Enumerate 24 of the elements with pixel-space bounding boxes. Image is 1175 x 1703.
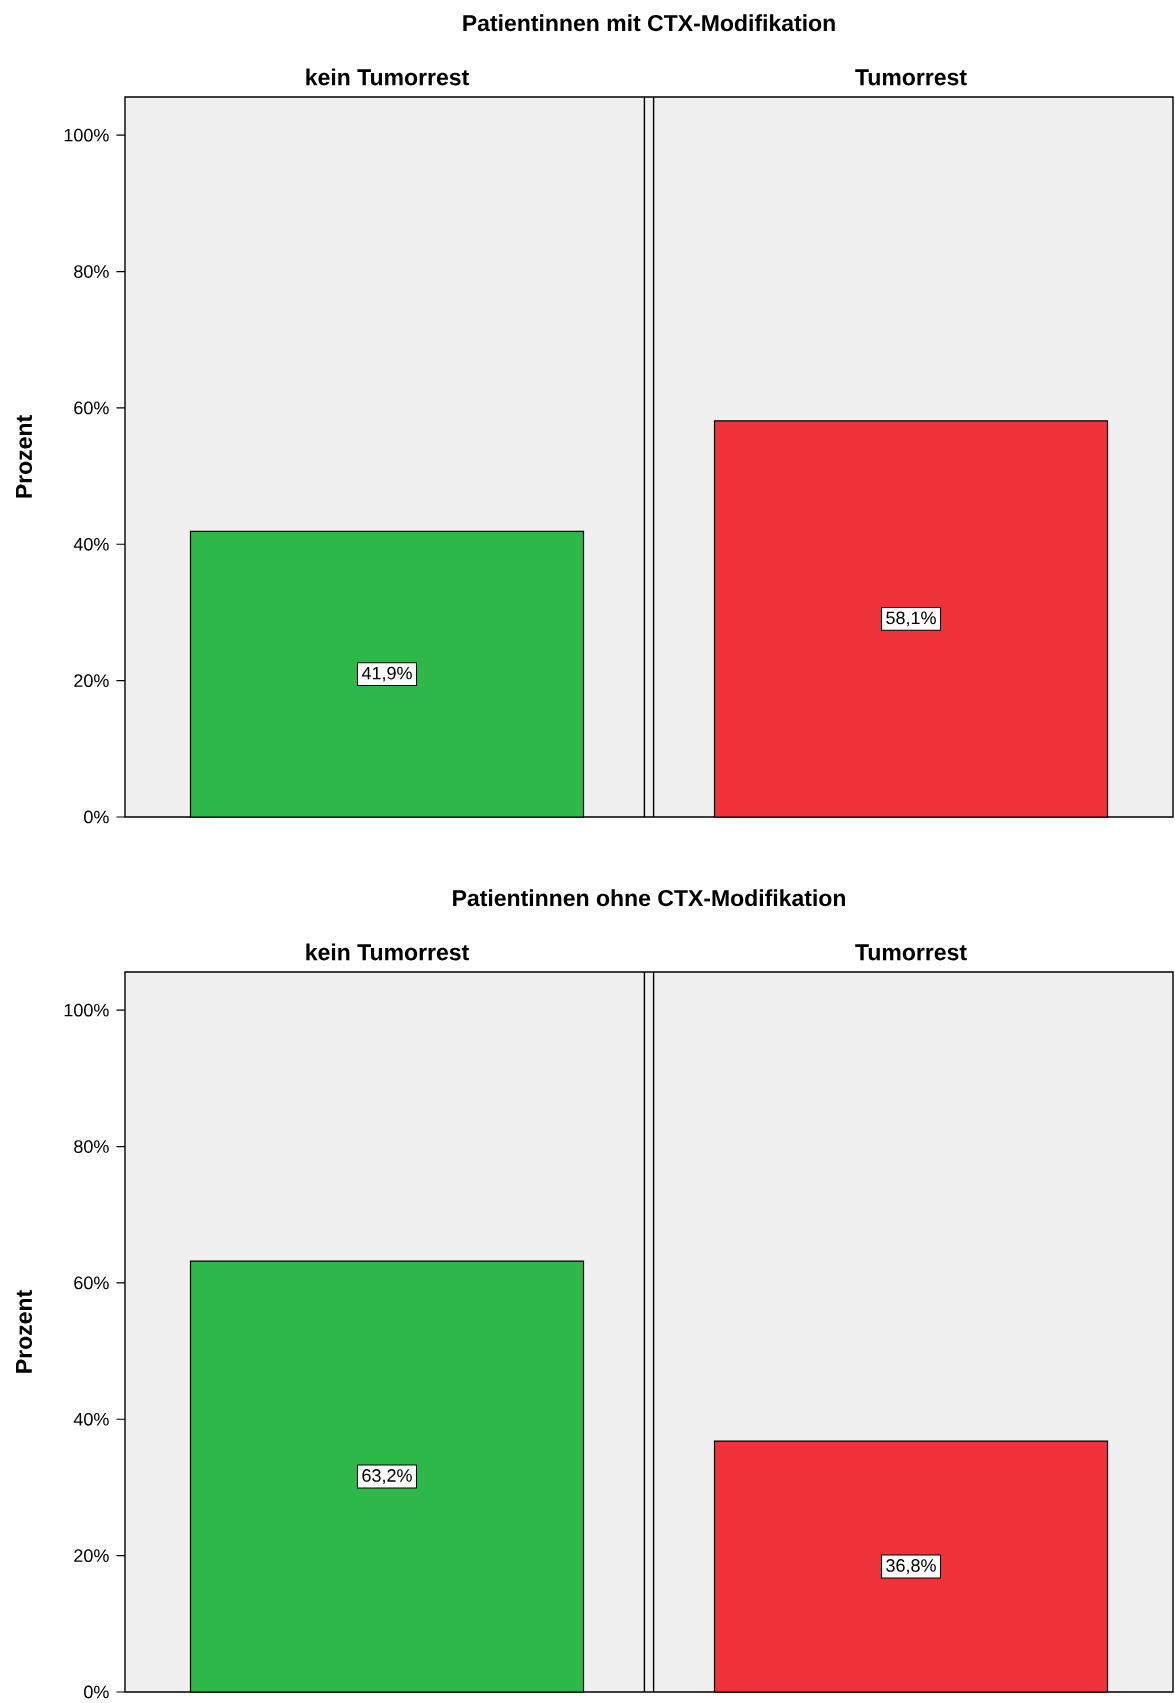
x-tick-label: kein Tumorrest <box>306 68 469 86</box>
y-tick-label: 100% <box>64 1003 109 1017</box>
y-tick-label: 80% <box>74 265 109 278</box>
y-tick-label: 20% <box>74 1549 109 1563</box>
data-label: 58,1% <box>886 611 936 627</box>
y-axis-title: Prozent <box>15 415 33 498</box>
y-tick-label: 0% <box>84 810 109 824</box>
y-axis-title: Prozent <box>15 1290 33 1373</box>
y-tick-label: 40% <box>73 537 109 551</box>
data-label: 36,8% <box>886 1559 936 1574</box>
y-tick-label: 100% <box>64 128 109 142</box>
y-tick-label: 20% <box>74 674 109 688</box>
chart-title: Patientinnen ohne CTX-Modifikation <box>453 889 845 907</box>
x-tick-label: kein Tumorrest <box>306 943 469 961</box>
data-label: 41,9% <box>361 666 412 682</box>
y-tick-label: 60% <box>74 401 109 415</box>
data-label: 63,2% <box>362 1469 412 1484</box>
x-tick-label: Tumorrest <box>855 944 967 961</box>
chart-title: Patientinnen mit CTX-Modifikation <box>463 14 835 32</box>
y-tick-label: 40% <box>73 1412 109 1426</box>
y-tick-label: 80% <box>74 1140 109 1153</box>
y-tick-label: 60% <box>74 1276 109 1290</box>
y-tick-label: 0% <box>84 1685 109 1699</box>
x-tick-label: Tumorrest <box>855 69 967 86</box>
